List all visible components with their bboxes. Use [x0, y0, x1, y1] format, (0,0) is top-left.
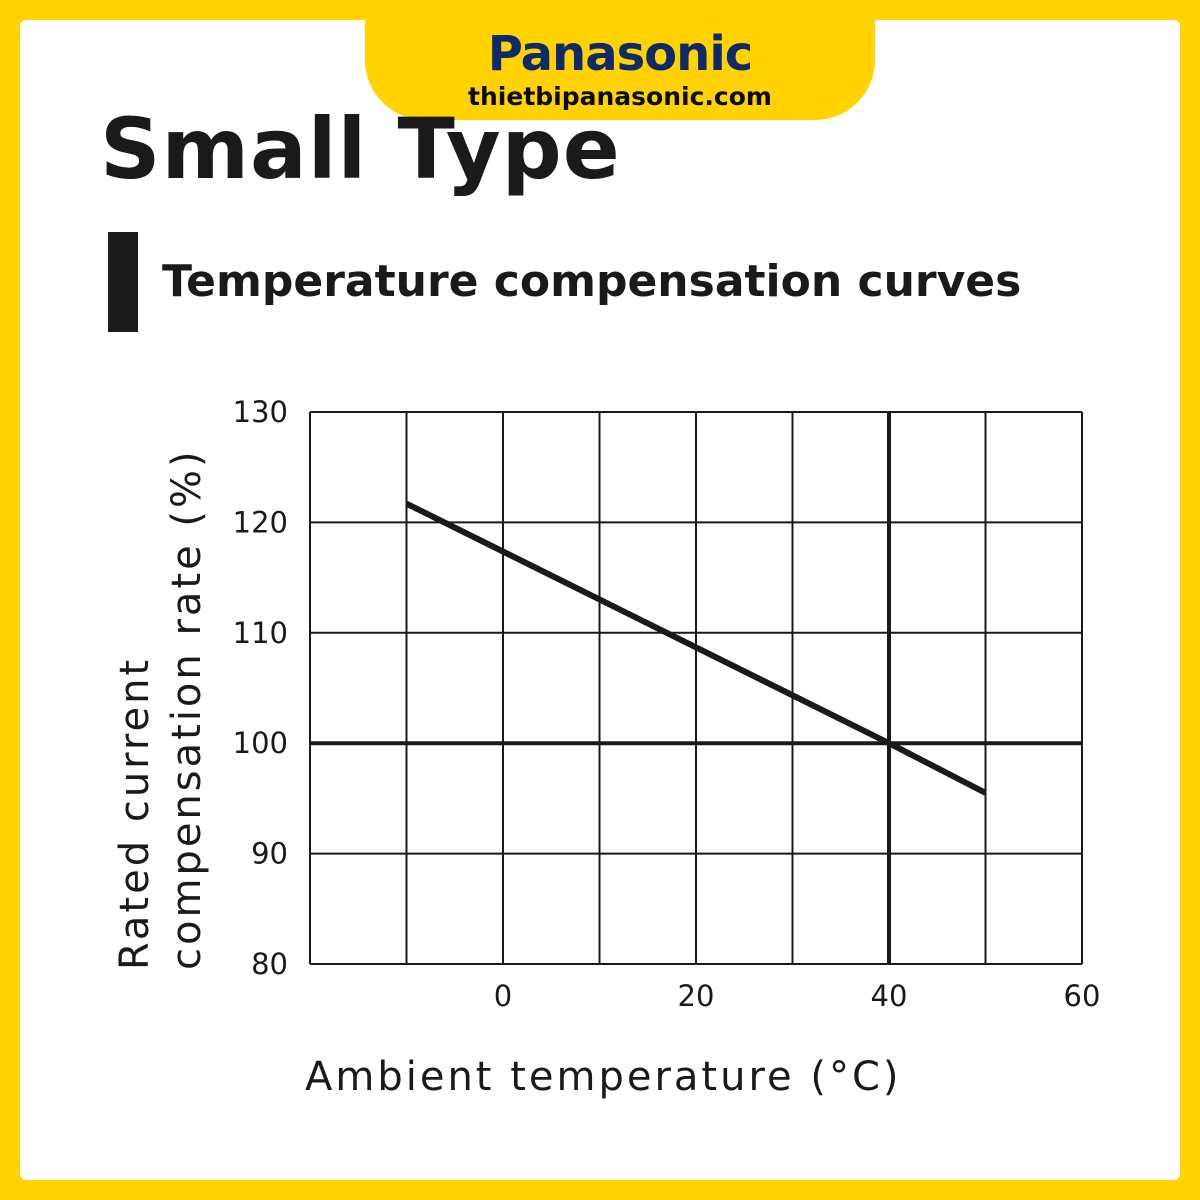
y-tick-label: 120 [233, 505, 288, 539]
content-card: Panasonic thietbipanasonic.com [20, 20, 1180, 1180]
y-tick-label: 110 [233, 616, 288, 650]
y-tick-label: 130 [233, 395, 288, 429]
y-axis-label-line1: Rated current [112, 657, 158, 970]
chart-subtitle: Temperature compensation curves [162, 256, 1022, 307]
x-tick-label: 0 [494, 979, 512, 1013]
y-tick-label: 90 [251, 837, 288, 871]
x-tick-label: 60 [1064, 979, 1101, 1013]
series-layer [405, 500, 987, 796]
logo-tab: Panasonic thietbipanasonic.com [365, 20, 875, 120]
subtitle-bar [108, 232, 138, 332]
y-axis-label-line2: compensation rate (%) [164, 448, 210, 970]
x-tick-label: 40 [871, 979, 908, 1013]
reference-lines [310, 412, 1082, 964]
tick-labels: 80 90 100 110 120 130 0 20 40 60 [233, 395, 1101, 1013]
page-title: Small Type [100, 100, 621, 198]
website-label: thietbipanasonic.com [468, 82, 772, 111]
y-tick-label: 100 [233, 726, 288, 760]
x-tick-label: 20 [678, 979, 715, 1013]
y-axis-label: Rated current compensation rate (%) [112, 448, 210, 970]
series-line [405, 500, 987, 796]
grid-layer [309, 411, 1083, 965]
brand-logo: Panasonic [487, 26, 753, 82]
x-axis-label: Ambient temperature (°C) [305, 1054, 901, 1100]
y-tick-label: 80 [251, 947, 288, 981]
